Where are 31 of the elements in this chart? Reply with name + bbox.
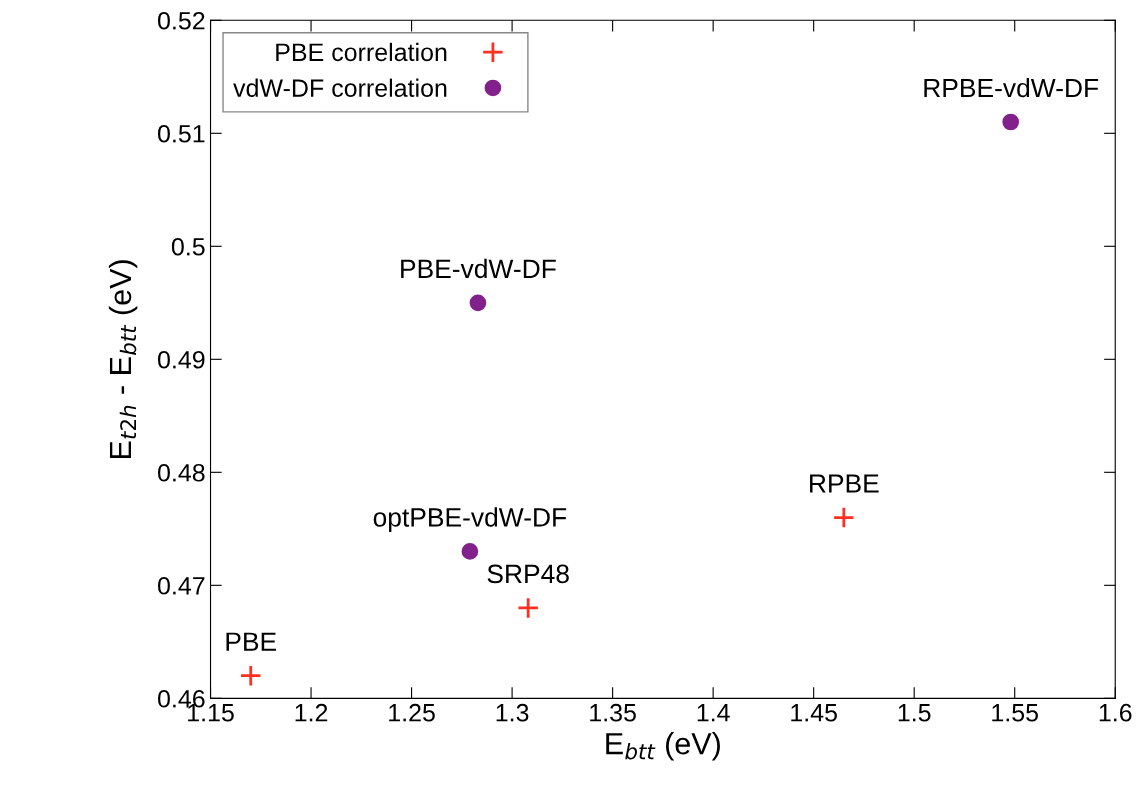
y-axis-title: E$_{t2h}$ - E$_{btt}$ (eV) bbox=[108, 260, 138, 459]
legend-label: PBE correlation bbox=[276, 42, 447, 62]
y-tick-label: 0.51 bbox=[157, 124, 205, 143]
point bbox=[469, 294, 487, 312]
annotation: PBE bbox=[226, 632, 277, 651]
annotation: RPBE bbox=[810, 474, 879, 493]
y-tick-label: 0.48 bbox=[157, 463, 205, 482]
point bbox=[239, 664, 262, 687]
annotation: optPBE-vdW-DF bbox=[373, 507, 567, 532]
x-tick-label: 1.35 bbox=[590, 703, 636, 722]
x-tick-label: 1.3 bbox=[496, 703, 529, 722]
point bbox=[1002, 113, 1020, 131]
x-tick-label: 1.55 bbox=[992, 704, 1038, 722]
annotation: SRP48 bbox=[487, 564, 569, 584]
point bbox=[832, 506, 855, 529]
y-tick-label: 0.5 bbox=[171, 237, 205, 256]
y-tick-label: 0.49 bbox=[157, 350, 205, 369]
x-tick-label: 1.45 bbox=[791, 704, 837, 722]
annotation: RPBE-vdW-DF bbox=[924, 77, 1099, 98]
x-tick-label: 1.25 bbox=[389, 703, 435, 722]
y-tick-label: 0.52 bbox=[157, 11, 205, 30]
point bbox=[517, 596, 540, 620]
x-tick-label: 1.5 bbox=[898, 704, 931, 722]
x-tick-label: 1.2 bbox=[295, 703, 328, 722]
x-axis-title: E$_{btt}$ (eV) bbox=[606, 732, 720, 761]
annotation: PBE-vdW-DF bbox=[401, 258, 556, 279]
y-tick-label: 0.47 bbox=[157, 576, 205, 595]
x-tick-label: 1.4 bbox=[697, 704, 730, 722]
legend-label: vdW-DF correlation bbox=[233, 78, 447, 97]
x-tick-label: 1.6 bbox=[1099, 703, 1132, 722]
point bbox=[461, 543, 479, 560]
